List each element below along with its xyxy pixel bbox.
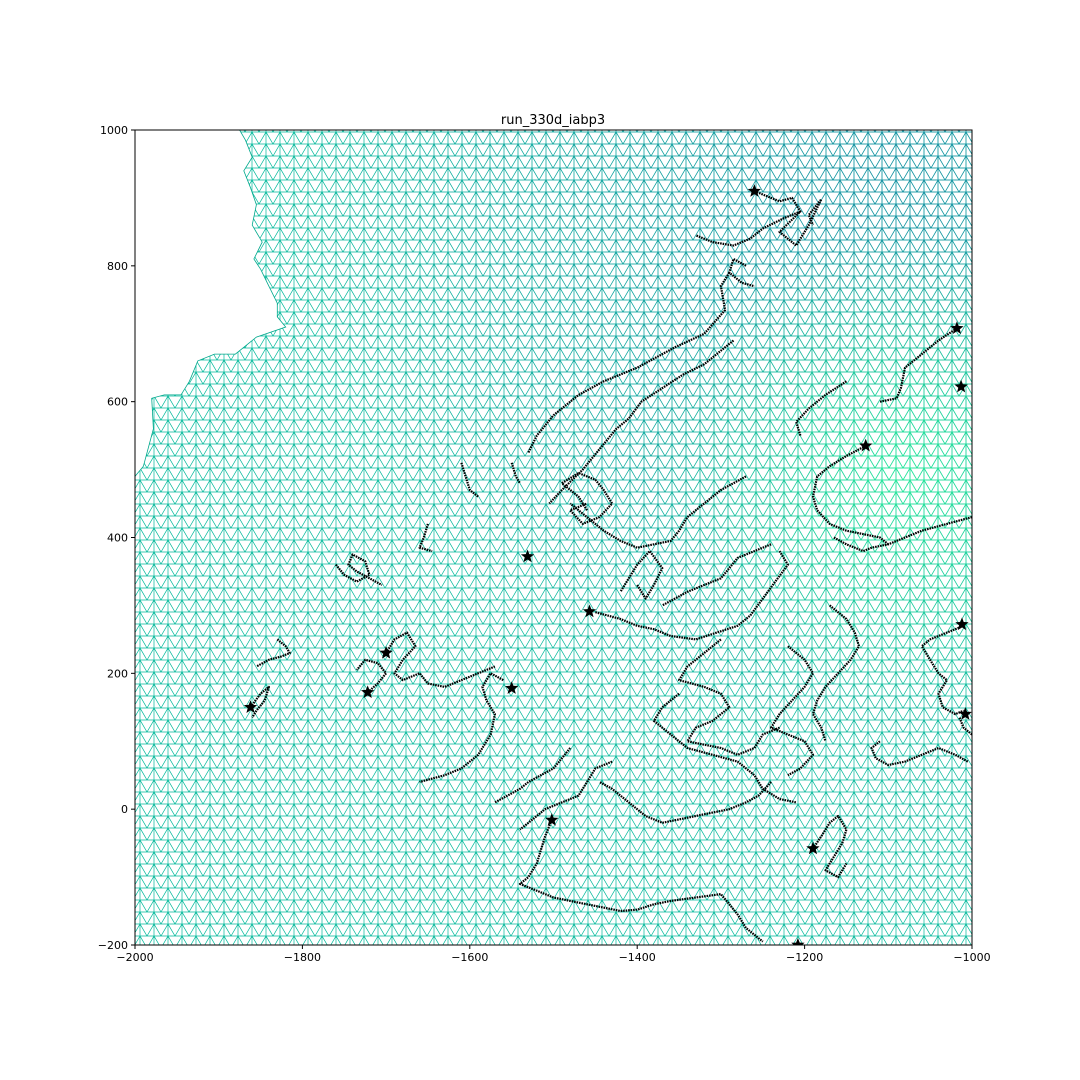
plot-area xyxy=(135,130,972,945)
drift-track xyxy=(753,190,823,247)
start-star-marker xyxy=(950,321,964,334)
start-star-marker xyxy=(791,938,805,945)
drift-track xyxy=(255,638,291,668)
y-tick-label: 400 xyxy=(107,532,128,545)
drift-track xyxy=(560,471,614,526)
y-tick-label: 0 xyxy=(121,803,128,816)
start-star-marker xyxy=(545,813,559,826)
y-tick-label: 800 xyxy=(107,260,128,273)
drift-track xyxy=(527,272,731,454)
start-star-marker xyxy=(582,604,597,618)
start-star-marker xyxy=(747,184,761,197)
start-star-marker xyxy=(958,707,972,720)
x-tick-label: −1400 xyxy=(619,951,656,964)
y-tick-label: 200 xyxy=(107,667,128,680)
drift-track xyxy=(385,631,496,689)
drift-tracks xyxy=(249,190,972,943)
chart-title: run_330d_iabp3 xyxy=(501,113,605,128)
x-tick-label: −1800 xyxy=(284,951,321,964)
drift-track xyxy=(795,380,847,436)
start-star-marker xyxy=(505,681,519,694)
drift-track xyxy=(811,604,861,742)
drift-track xyxy=(811,444,889,546)
drift-track xyxy=(519,760,613,831)
y-tick-label: −200 xyxy=(98,939,128,952)
start-star-marker xyxy=(859,438,873,452)
start-star-marker xyxy=(806,841,820,855)
drift-track xyxy=(677,638,780,756)
drift-track xyxy=(879,327,958,403)
y-tick-label: 1000 xyxy=(100,124,128,137)
drift-track xyxy=(595,550,790,641)
x-tick-label: −1000 xyxy=(953,951,990,964)
drift-track xyxy=(920,624,965,716)
drift-track xyxy=(518,819,764,943)
x-tick-label: −1200 xyxy=(786,951,823,964)
drift-track xyxy=(569,475,747,549)
y-tick-label: 600 xyxy=(107,396,128,409)
start-star-marker xyxy=(954,379,968,393)
land-mask xyxy=(135,130,287,478)
x-tick-label: −2000 xyxy=(116,951,153,964)
x-tick-label: −1600 xyxy=(451,951,488,964)
drift-track xyxy=(870,740,969,767)
drift-track xyxy=(335,553,383,586)
drift-track xyxy=(958,717,972,736)
x-axis: −2000 −1800 −1600 −1400 −1200 −1000 xyxy=(116,945,991,964)
drift-track xyxy=(598,781,772,824)
drift-track xyxy=(661,543,772,607)
start-star-marker xyxy=(520,549,535,563)
drift-track xyxy=(769,645,815,777)
start-star-marker xyxy=(379,646,393,659)
start-star-marker xyxy=(955,617,969,631)
start-star-marker xyxy=(361,685,375,698)
drift-track xyxy=(419,672,504,784)
mesh-light-region xyxy=(135,130,972,945)
drift-track xyxy=(619,549,664,600)
y-axis: −200 0 200 400 600 800 1000 xyxy=(98,124,135,952)
drift-track xyxy=(695,210,801,247)
drift-track xyxy=(460,462,479,498)
drift-track xyxy=(249,685,270,719)
start-markers xyxy=(243,184,972,945)
drift-track xyxy=(812,814,848,879)
start-star-marker xyxy=(243,700,258,713)
drift-track xyxy=(355,658,388,694)
drift-track xyxy=(833,516,972,553)
drift-track xyxy=(494,747,572,804)
